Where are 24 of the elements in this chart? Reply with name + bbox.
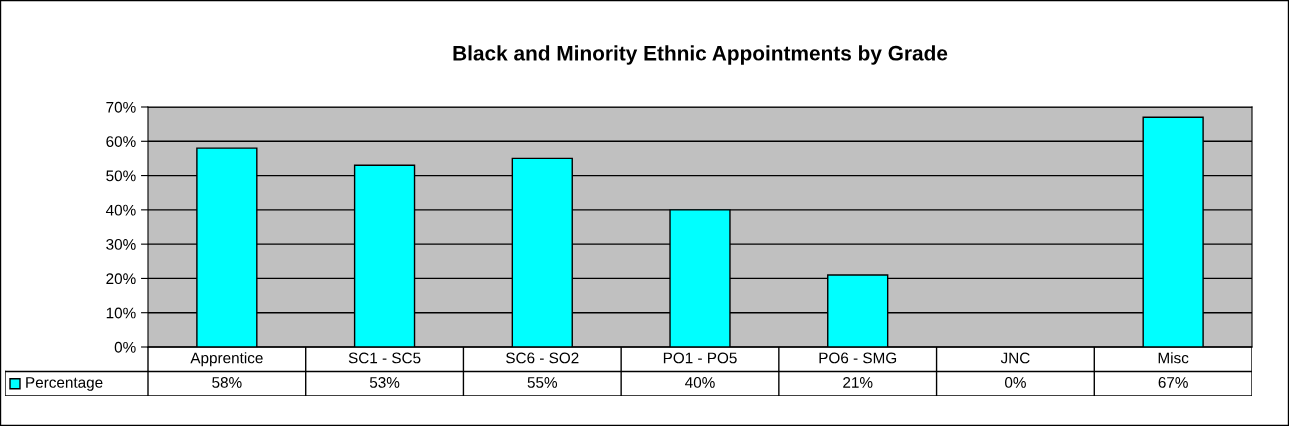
y-tick-label: 50%	[106, 170, 136, 182]
y-tick-label: 20%	[106, 273, 136, 285]
x-tick-label: PO6 - SMG	[819, 352, 897, 364]
y-tick-label: 10%	[106, 307, 136, 319]
x-tick-label: Misc	[1158, 352, 1189, 364]
y-tick-label: 30%	[106, 239, 136, 250]
data-label: 21%	[843, 377, 873, 388]
y-tick-label: 70%	[106, 101, 136, 113]
legend-label: Percentage	[26, 377, 103, 391]
y-tick-label: 60%	[106, 136, 136, 147]
data-label: 40%	[685, 377, 715, 388]
x-tick-label: PO1 - PO5	[663, 352, 737, 364]
data-label: 0%	[1004, 377, 1026, 388]
x-tick-label: Apprentice	[190, 352, 263, 367]
data-label: 58%	[212, 377, 242, 388]
data-label: 67%	[1158, 377, 1188, 388]
x-tick-label: JNC	[1000, 352, 1030, 364]
data-label: 55%	[527, 377, 558, 388]
data-label: 53%	[369, 377, 400, 388]
y-tick-label: 40%	[105, 204, 136, 216]
x-tick-label: SC1 - SC5	[348, 352, 421, 364]
y-tick-label: 0%	[114, 341, 136, 353]
chart-title: Black and Minority Ethnic Appointments by Grade	[453, 45, 948, 65]
x-tick-label: SC6 - SO2	[506, 352, 579, 364]
